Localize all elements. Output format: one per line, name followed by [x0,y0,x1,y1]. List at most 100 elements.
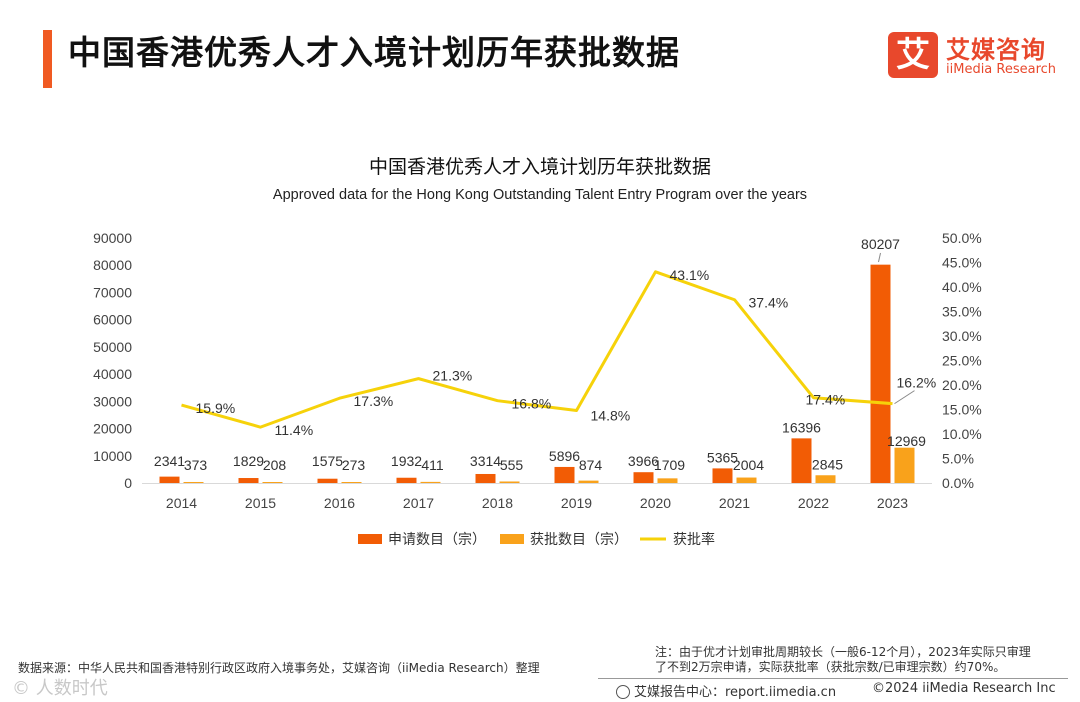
applications-value-label: 80207 [861,236,900,252]
bar-approved [894,447,915,483]
watermark: © 人数时代 [12,678,108,699]
approval-rate-line [181,270,893,429]
bar-applications [396,477,417,483]
footer-report-text: 艾媒报告中心：report.iimedia.cn [634,685,837,700]
bar-approved [657,478,678,483]
globe-icon [616,685,630,699]
y-right-tick-label: 15.0% [942,402,982,418]
rate-value-label: 17.3% [354,393,394,409]
x-tick-label: 2020 [640,495,671,511]
y-left-tick-label: 0 [124,475,132,491]
bar-approved [341,482,362,483]
logo-en-name: iiMedia Research [946,62,1057,77]
applications-value-label: 3314 [470,453,501,469]
y-right-tick-label: 20.0% [942,377,982,393]
x-tick-label: 2015 [245,495,276,511]
footnote-line-2: 了不到2万宗申请，实际获批率（获批宗数/已审理宗数）约70%。 [655,660,1006,674]
x-tick-label: 2014 [166,495,197,511]
y-right-tick-label: 0.0% [942,475,974,491]
approved-value-label: 2845 [812,456,843,472]
applications-value-label: 2341 [154,453,185,469]
approved-value-label: 1709 [654,457,685,473]
label-leader-line [878,252,881,263]
y-left-tick-label: 90000 [93,230,132,246]
bar-approved [420,481,441,483]
rate-value-label: 14.8% [591,407,631,423]
x-tick-label: 2022 [798,495,829,511]
bar-approved [736,477,757,483]
bar-applications [554,466,575,483]
x-tick-label: 2019 [561,495,592,511]
rate-value-label: 43.1% [670,267,710,283]
legend-applications-swatch [358,534,382,544]
rate-value-label: 15.9% [196,400,236,416]
footnote: 注：由于优才计划审批周期较长（一般6-12个月），2023年实际只审理 了不到2… [655,645,1075,675]
rate-value-label: 16.2% [897,375,937,391]
iimedia-logo: 艾 艾媒咨询 iiMedia Research [888,30,1063,80]
bar-applications [475,473,496,483]
approved-value-label: 411 [421,457,444,473]
footer-copyright: ©2024 iiMedia Research Inc [872,681,1056,696]
logo-cn-name: 艾媒咨询 [946,36,1046,64]
footnote-line-1: 注：由于优才计划审批周期较长（一般6-12个月），2023年实际只审理 [655,645,1031,659]
applications-value-label: 5896 [549,448,580,464]
rate-value-label: 17.4% [806,392,846,408]
y-left-tick-label: 80000 [93,257,132,273]
x-tick-label: 2018 [482,495,513,511]
y-right-tick-label: 50.0% [942,230,982,246]
approved-value-label: 208 [263,457,287,473]
y-left-tick-label: 20000 [93,421,132,437]
y-right-tick-label: 5.0% [942,451,974,467]
footer-report-link[interactable]: 艾媒报告中心：report.iimedia.cn [616,681,836,700]
bar-applications [791,438,812,483]
approved-value-label: 874 [579,457,603,473]
bar-applications [159,476,180,483]
bar-applications [870,264,891,483]
y-left-tick-label: 70000 [93,284,132,300]
legend-approved-label: 获批数目（宗） [530,531,628,547]
y-right-tick-label: 40.0% [942,279,982,295]
rate-leader-line [894,390,915,405]
chart-subtitle: Approved data for the Hong Kong Outstand… [272,187,808,203]
x-tick-label: 2021 [719,495,750,511]
bar-applications [317,478,338,483]
bar-approved [183,481,204,483]
footer-divider [598,678,1068,679]
x-tick-label: 2016 [324,495,355,511]
rate-value-label: 16.8% [512,396,552,412]
bar-approved [578,480,599,483]
chart-title: 中国香港优秀人才入境计划历年获批数据 [368,156,711,178]
approved-value-label: 12969 [887,433,926,449]
approved-value-label: 2004 [733,457,764,473]
applications-value-label: 16396 [782,419,821,435]
applications-value-label: 1932 [391,453,422,469]
bar-approved [262,482,283,483]
applications-value-label: 1829 [233,453,264,469]
x-tick-label: 2023 [877,495,908,511]
approved-value-label: 273 [342,457,366,473]
legend-approved-swatch [500,534,524,544]
bar-approved [815,475,836,483]
applications-value-label: 5365 [707,449,738,465]
logo-mark: 艾 [888,32,938,78]
data-source: 数据来源：中华人民共和国香港特别行政区政府入境事务处，艾媒咨询（iiMedia … [18,661,540,675]
page-title: 中国香港优秀人才入境计划历年获批数据 [68,33,680,72]
y-left-tick-label: 10000 [93,448,132,464]
y-right-tick-label: 30.0% [942,328,982,344]
rate-value-label: 37.4% [749,295,789,311]
y-left-tick-label: 40000 [93,366,132,382]
rate-value-label: 11.4% [275,422,314,438]
approved-value-label: 373 [184,457,208,473]
rate-value-label: 21.3% [433,368,473,384]
approved-value-label: 555 [500,457,524,473]
bar-applications [712,468,733,483]
bar-applications [633,472,654,483]
applications-value-label: 3966 [628,453,659,469]
y-right-tick-label: 10.0% [942,426,982,442]
applications-value-label: 1575 [312,453,343,469]
y-left-tick-label: 60000 [93,312,132,328]
x-tick-label: 2017 [403,495,434,511]
title-accent-bar [43,30,52,88]
y-right-tick-label: 45.0% [942,255,982,271]
